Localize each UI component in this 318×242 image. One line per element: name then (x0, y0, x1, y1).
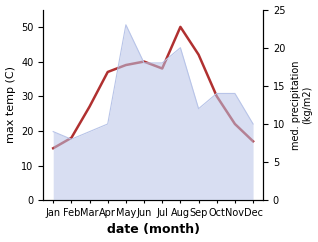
Y-axis label: med. precipitation
(kg/m2): med. precipitation (kg/m2) (291, 60, 313, 150)
Y-axis label: max temp (C): max temp (C) (5, 66, 16, 144)
X-axis label: date (month): date (month) (107, 223, 200, 236)
